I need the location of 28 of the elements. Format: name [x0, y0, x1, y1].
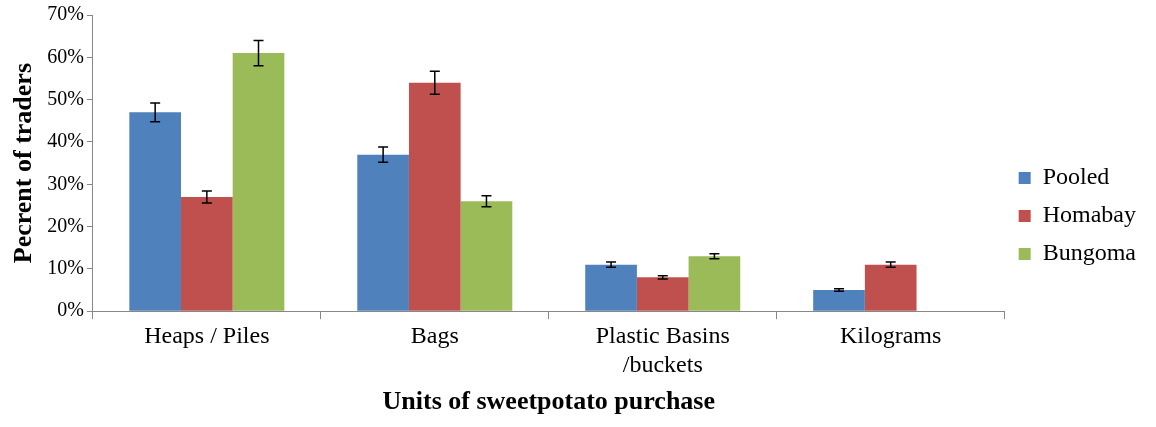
- x-tick-label: Kilograms: [840, 321, 942, 348]
- y-tick-label: 0%: [57, 298, 84, 321]
- bar: [232, 53, 285, 311]
- bar: [129, 112, 181, 311]
- bar: [636, 277, 689, 311]
- x-tick-label: Plastic Basins /buckets: [595, 321, 730, 377]
- bar: [181, 196, 233, 311]
- legend-label: Bungoma: [1042, 239, 1137, 266]
- y-tick-label: 50%: [47, 86, 84, 109]
- y-tick-label: 20%: [47, 213, 84, 236]
- y-tick-label: 70%: [47, 2, 84, 25]
- x-axis-title: Units of sweetpotato purchase: [382, 386, 715, 416]
- y-tick-label: 10%: [47, 256, 84, 279]
- bar: [357, 154, 409, 311]
- bar: [585, 264, 637, 311]
- y-axis-title: Pecrent of traders: [8, 62, 38, 264]
- legend-label: Pooled: [1042, 163, 1110, 190]
- y-tick-label: 60%: [47, 44, 84, 67]
- x-tick-label: Heaps / Piles: [144, 321, 270, 348]
- x-tick-label: Bags: [410, 321, 459, 348]
- legend-label: Homabay: [1042, 201, 1136, 228]
- bar: [460, 201, 513, 311]
- bar: [864, 264, 917, 311]
- bar: [813, 290, 865, 311]
- bar: [688, 256, 741, 311]
- bar: [408, 82, 461, 311]
- y-tick-label: 30%: [47, 171, 84, 194]
- y-tick-label: 40%: [47, 129, 84, 152]
